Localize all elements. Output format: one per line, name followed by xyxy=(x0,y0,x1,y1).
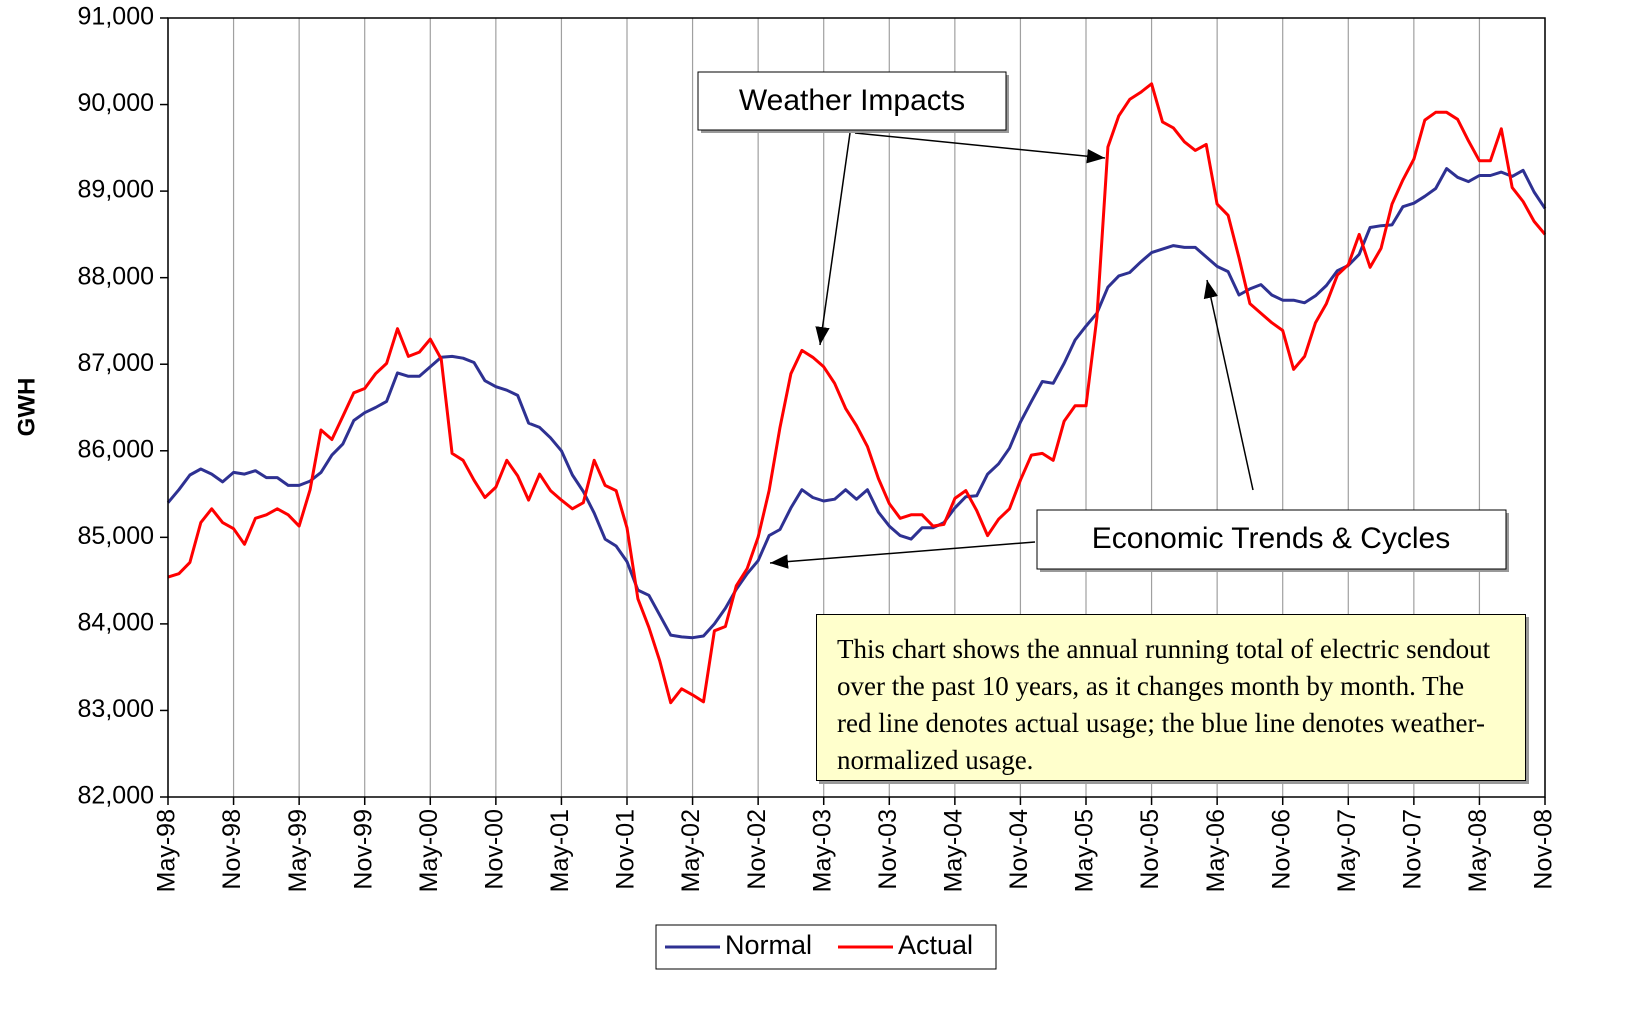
legend-label: Normal xyxy=(725,930,812,960)
annotation: Weather Impacts xyxy=(739,84,965,117)
annotation-box xyxy=(697,71,1007,131)
y-tick-label: 84,000 xyxy=(78,608,154,636)
x-tick-label: May-03 xyxy=(808,809,836,892)
plot-frame xyxy=(167,17,1546,798)
x-tick-label: Nov-03 xyxy=(874,809,902,890)
x-tick-label: Nov-05 xyxy=(1136,809,1164,890)
x-tick-label: Nov-00 xyxy=(480,809,508,890)
x-tick-label: Nov-07 xyxy=(1398,809,1426,890)
arrow xyxy=(1203,279,1254,491)
y-tick-label: 83,000 xyxy=(78,695,154,723)
x-tick-label: May-98 xyxy=(153,809,181,892)
y-tick-label: 90,000 xyxy=(78,89,154,117)
x-tick-label: May-02 xyxy=(677,809,705,892)
x-tick-label: Nov-04 xyxy=(1005,809,1033,890)
x-tick-label: May-04 xyxy=(939,809,967,892)
y-tick-label: 88,000 xyxy=(78,262,154,290)
y-tick-label: 82,000 xyxy=(78,782,154,810)
x-tick-label: May-99 xyxy=(284,809,312,892)
x-tick-label: May-00 xyxy=(415,809,443,892)
arrow xyxy=(769,541,1036,569)
annotation: Economic Trends & Cycles xyxy=(1092,522,1450,555)
x-tick-label: May-05 xyxy=(1071,809,1099,892)
x-tick-label: Nov-02 xyxy=(743,809,771,890)
arrow xyxy=(815,132,851,346)
y-tick-label: 87,000 xyxy=(78,349,154,377)
series-line xyxy=(167,82,1547,705)
x-tick-label: May-01 xyxy=(546,809,574,892)
y-tick-label: 89,000 xyxy=(78,176,154,204)
y-axis-label: GWH xyxy=(13,378,40,437)
x-tick-label: Nov-99 xyxy=(349,809,377,890)
x-tick-label: Nov-08 xyxy=(1530,809,1558,890)
series-line xyxy=(166,167,1547,640)
x-tick-label: May-06 xyxy=(1202,809,1230,892)
annotation-box xyxy=(1036,509,1507,570)
legend-label: Actual xyxy=(898,930,973,960)
y-tick-label: 85,000 xyxy=(78,522,154,550)
x-tick-label: May-07 xyxy=(1333,809,1361,892)
x-tick-label: Nov-01 xyxy=(612,809,640,890)
y-tick-label: 91,000 xyxy=(78,3,154,31)
y-tick-label: 86,000 xyxy=(78,435,154,463)
x-tick-label: May-08 xyxy=(1464,809,1492,892)
x-tick-label: Nov-06 xyxy=(1267,809,1295,890)
note: This chart shows the annual running tota… xyxy=(816,614,1526,781)
arrow xyxy=(854,132,1106,164)
x-tick-label: Nov-98 xyxy=(218,809,246,890)
